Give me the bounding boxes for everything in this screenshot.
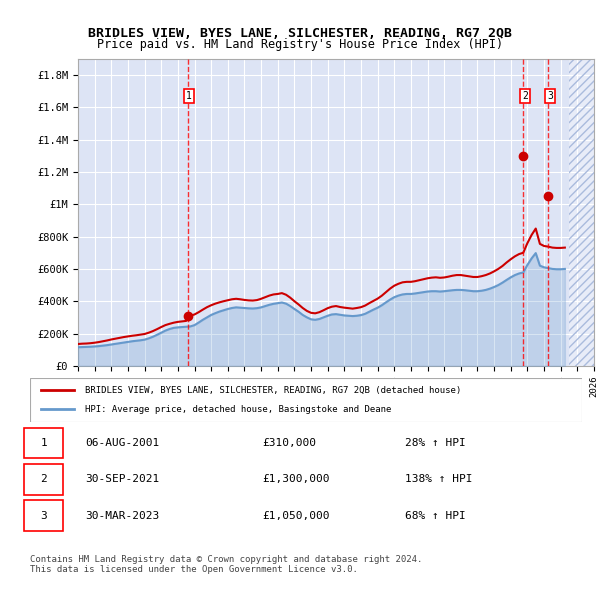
Text: 06-AUG-2001: 06-AUG-2001: [85, 438, 160, 448]
Text: 138% ↑ HPI: 138% ↑ HPI: [406, 474, 473, 484]
Text: 68% ↑ HPI: 68% ↑ HPI: [406, 511, 466, 521]
Text: £1,300,000: £1,300,000: [262, 474, 329, 484]
Bar: [569, 59, 594, 366]
Text: 28% ↑ HPI: 28% ↑ HPI: [406, 438, 466, 448]
Text: 1: 1: [186, 91, 192, 101]
Text: 3: 3: [40, 511, 47, 521]
Text: £1,050,000: £1,050,000: [262, 511, 329, 521]
Text: 30-MAR-2023: 30-MAR-2023: [85, 511, 160, 521]
Text: 1: 1: [40, 438, 47, 448]
Bar: [569, 59, 594, 366]
Text: HPI: Average price, detached house, Basingstoke and Deane: HPI: Average price, detached house, Basi…: [85, 405, 392, 414]
Text: BRIDLES VIEW, BYES LANE, SILCHESTER, READING, RG7 2QB (detached house): BRIDLES VIEW, BYES LANE, SILCHESTER, REA…: [85, 385, 461, 395]
Text: 2: 2: [40, 474, 47, 484]
Text: Contains HM Land Registry data © Crown copyright and database right 2024.
This d: Contains HM Land Registry data © Crown c…: [30, 555, 422, 574]
FancyBboxPatch shape: [25, 464, 63, 494]
Text: 3: 3: [547, 91, 553, 101]
Text: 30-SEP-2021: 30-SEP-2021: [85, 474, 160, 484]
Text: Price paid vs. HM Land Registry's House Price Index (HPI): Price paid vs. HM Land Registry's House …: [97, 38, 503, 51]
FancyBboxPatch shape: [25, 500, 63, 531]
Text: £310,000: £310,000: [262, 438, 316, 448]
FancyBboxPatch shape: [25, 428, 63, 458]
Text: BRIDLES VIEW, BYES LANE, SILCHESTER, READING, RG7 2QB: BRIDLES VIEW, BYES LANE, SILCHESTER, REA…: [88, 27, 512, 40]
Text: 2: 2: [522, 91, 528, 101]
FancyBboxPatch shape: [30, 378, 582, 422]
Bar: [569, 59, 594, 366]
